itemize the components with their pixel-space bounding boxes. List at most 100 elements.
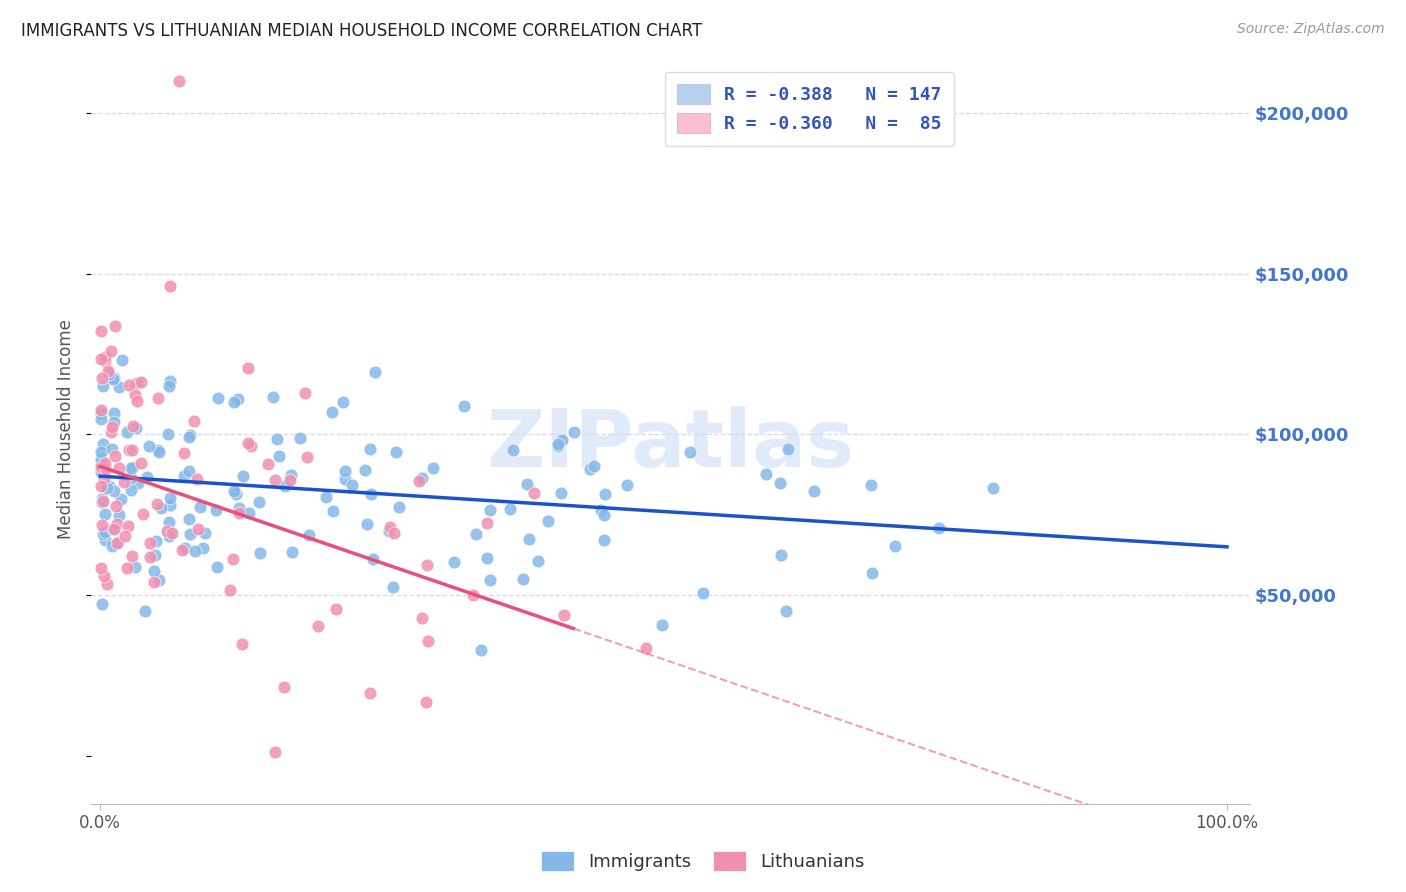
Point (93, 569, 115, 583)
Point (115, 561, 138, 575)
Point (593, 487, 616, 501)
Point (98, 368, 121, 382)
Point (479, 573, 502, 587)
Text: IMMIGRANTS VS LITHUANIAN MEDIAN HOUSEHOLD INCOME CORRELATION CHART: IMMIGRANTS VS LITHUANIAN MEDIAN HOUSEHOL… (21, 22, 702, 40)
Point (105, 517, 128, 532)
Point (157, 528, 180, 542)
Point (132, 507, 155, 521)
Point (94, 462, 117, 476)
Point (129, 375, 152, 389)
Point (148, 442, 170, 457)
Point (264, 745, 287, 759)
Point (139, 536, 162, 550)
Point (418, 634, 440, 648)
Point (228, 506, 250, 520)
Point (129, 456, 152, 470)
Point (100, 343, 122, 358)
Point (91, 492, 114, 507)
Point (225, 487, 247, 501)
Point (139, 549, 162, 564)
Point (97, 479, 120, 493)
Point (297, 528, 319, 542)
Point (553, 607, 575, 622)
Point (156, 524, 179, 538)
Point (294, 386, 316, 401)
Point (105, 499, 128, 513)
Point (104, 319, 127, 334)
Point (768, 476, 790, 491)
Point (415, 695, 437, 709)
Point (562, 425, 585, 439)
Point (184, 544, 207, 558)
Point (91, 597, 114, 611)
Point (222, 483, 245, 498)
Point (236, 361, 259, 376)
Point (512, 572, 534, 586)
Point (90, 561, 112, 575)
Point (146, 497, 169, 511)
Point (204, 502, 226, 516)
Point (332, 395, 354, 409)
Point (91, 378, 114, 392)
Point (159, 279, 181, 293)
Point (157, 427, 180, 442)
Point (103, 522, 125, 536)
Point (333, 472, 356, 486)
Point (307, 619, 329, 633)
Point (359, 686, 381, 700)
Point (385, 444, 408, 458)
Legend: Immigrants, Lithuanians: Immigrants, Lithuanians (534, 844, 872, 879)
Point (266, 432, 288, 446)
Point (502, 443, 524, 458)
Point (108, 460, 131, 475)
Point (226, 392, 249, 406)
Point (177, 464, 200, 478)
Text: Source: ZipAtlas.com: Source: ZipAtlas.com (1237, 22, 1385, 37)
Point (103, 371, 125, 385)
Point (90, 351, 112, 366)
Point (103, 415, 125, 429)
Point (411, 611, 433, 625)
Point (322, 504, 344, 518)
Point (205, 559, 228, 574)
Point (461, 588, 484, 602)
Point (94, 456, 117, 470)
Point (187, 522, 209, 536)
Point (108, 379, 131, 393)
Point (983, 481, 1005, 495)
Point (278, 474, 301, 488)
Point (770, 548, 793, 562)
Point (516, 477, 538, 491)
Point (127, 475, 149, 490)
Point (90, 445, 112, 459)
Point (517, 532, 540, 546)
Point (100, 539, 122, 553)
Point (94, 533, 117, 547)
Point (115, 425, 138, 439)
Point (183, 414, 205, 428)
Point (122, 459, 145, 474)
Point (231, 637, 253, 651)
Point (380, 520, 402, 534)
Point (107, 535, 129, 549)
Point (247, 494, 270, 508)
Point (465, 526, 488, 541)
Point (177, 512, 200, 526)
Point (523, 486, 546, 500)
Point (111, 353, 134, 368)
Point (121, 549, 143, 563)
Point (579, 462, 602, 476)
Point (101, 371, 124, 385)
Point (636, 641, 658, 656)
Point (127, 393, 149, 408)
Point (422, 461, 444, 475)
Point (353, 463, 375, 477)
Point (928, 521, 950, 535)
Point (179, 527, 201, 541)
Point (162, 525, 184, 540)
Point (228, 501, 250, 516)
Point (125, 421, 148, 435)
Point (122, 419, 145, 434)
Point (93, 350, 115, 364)
Point (883, 539, 905, 553)
